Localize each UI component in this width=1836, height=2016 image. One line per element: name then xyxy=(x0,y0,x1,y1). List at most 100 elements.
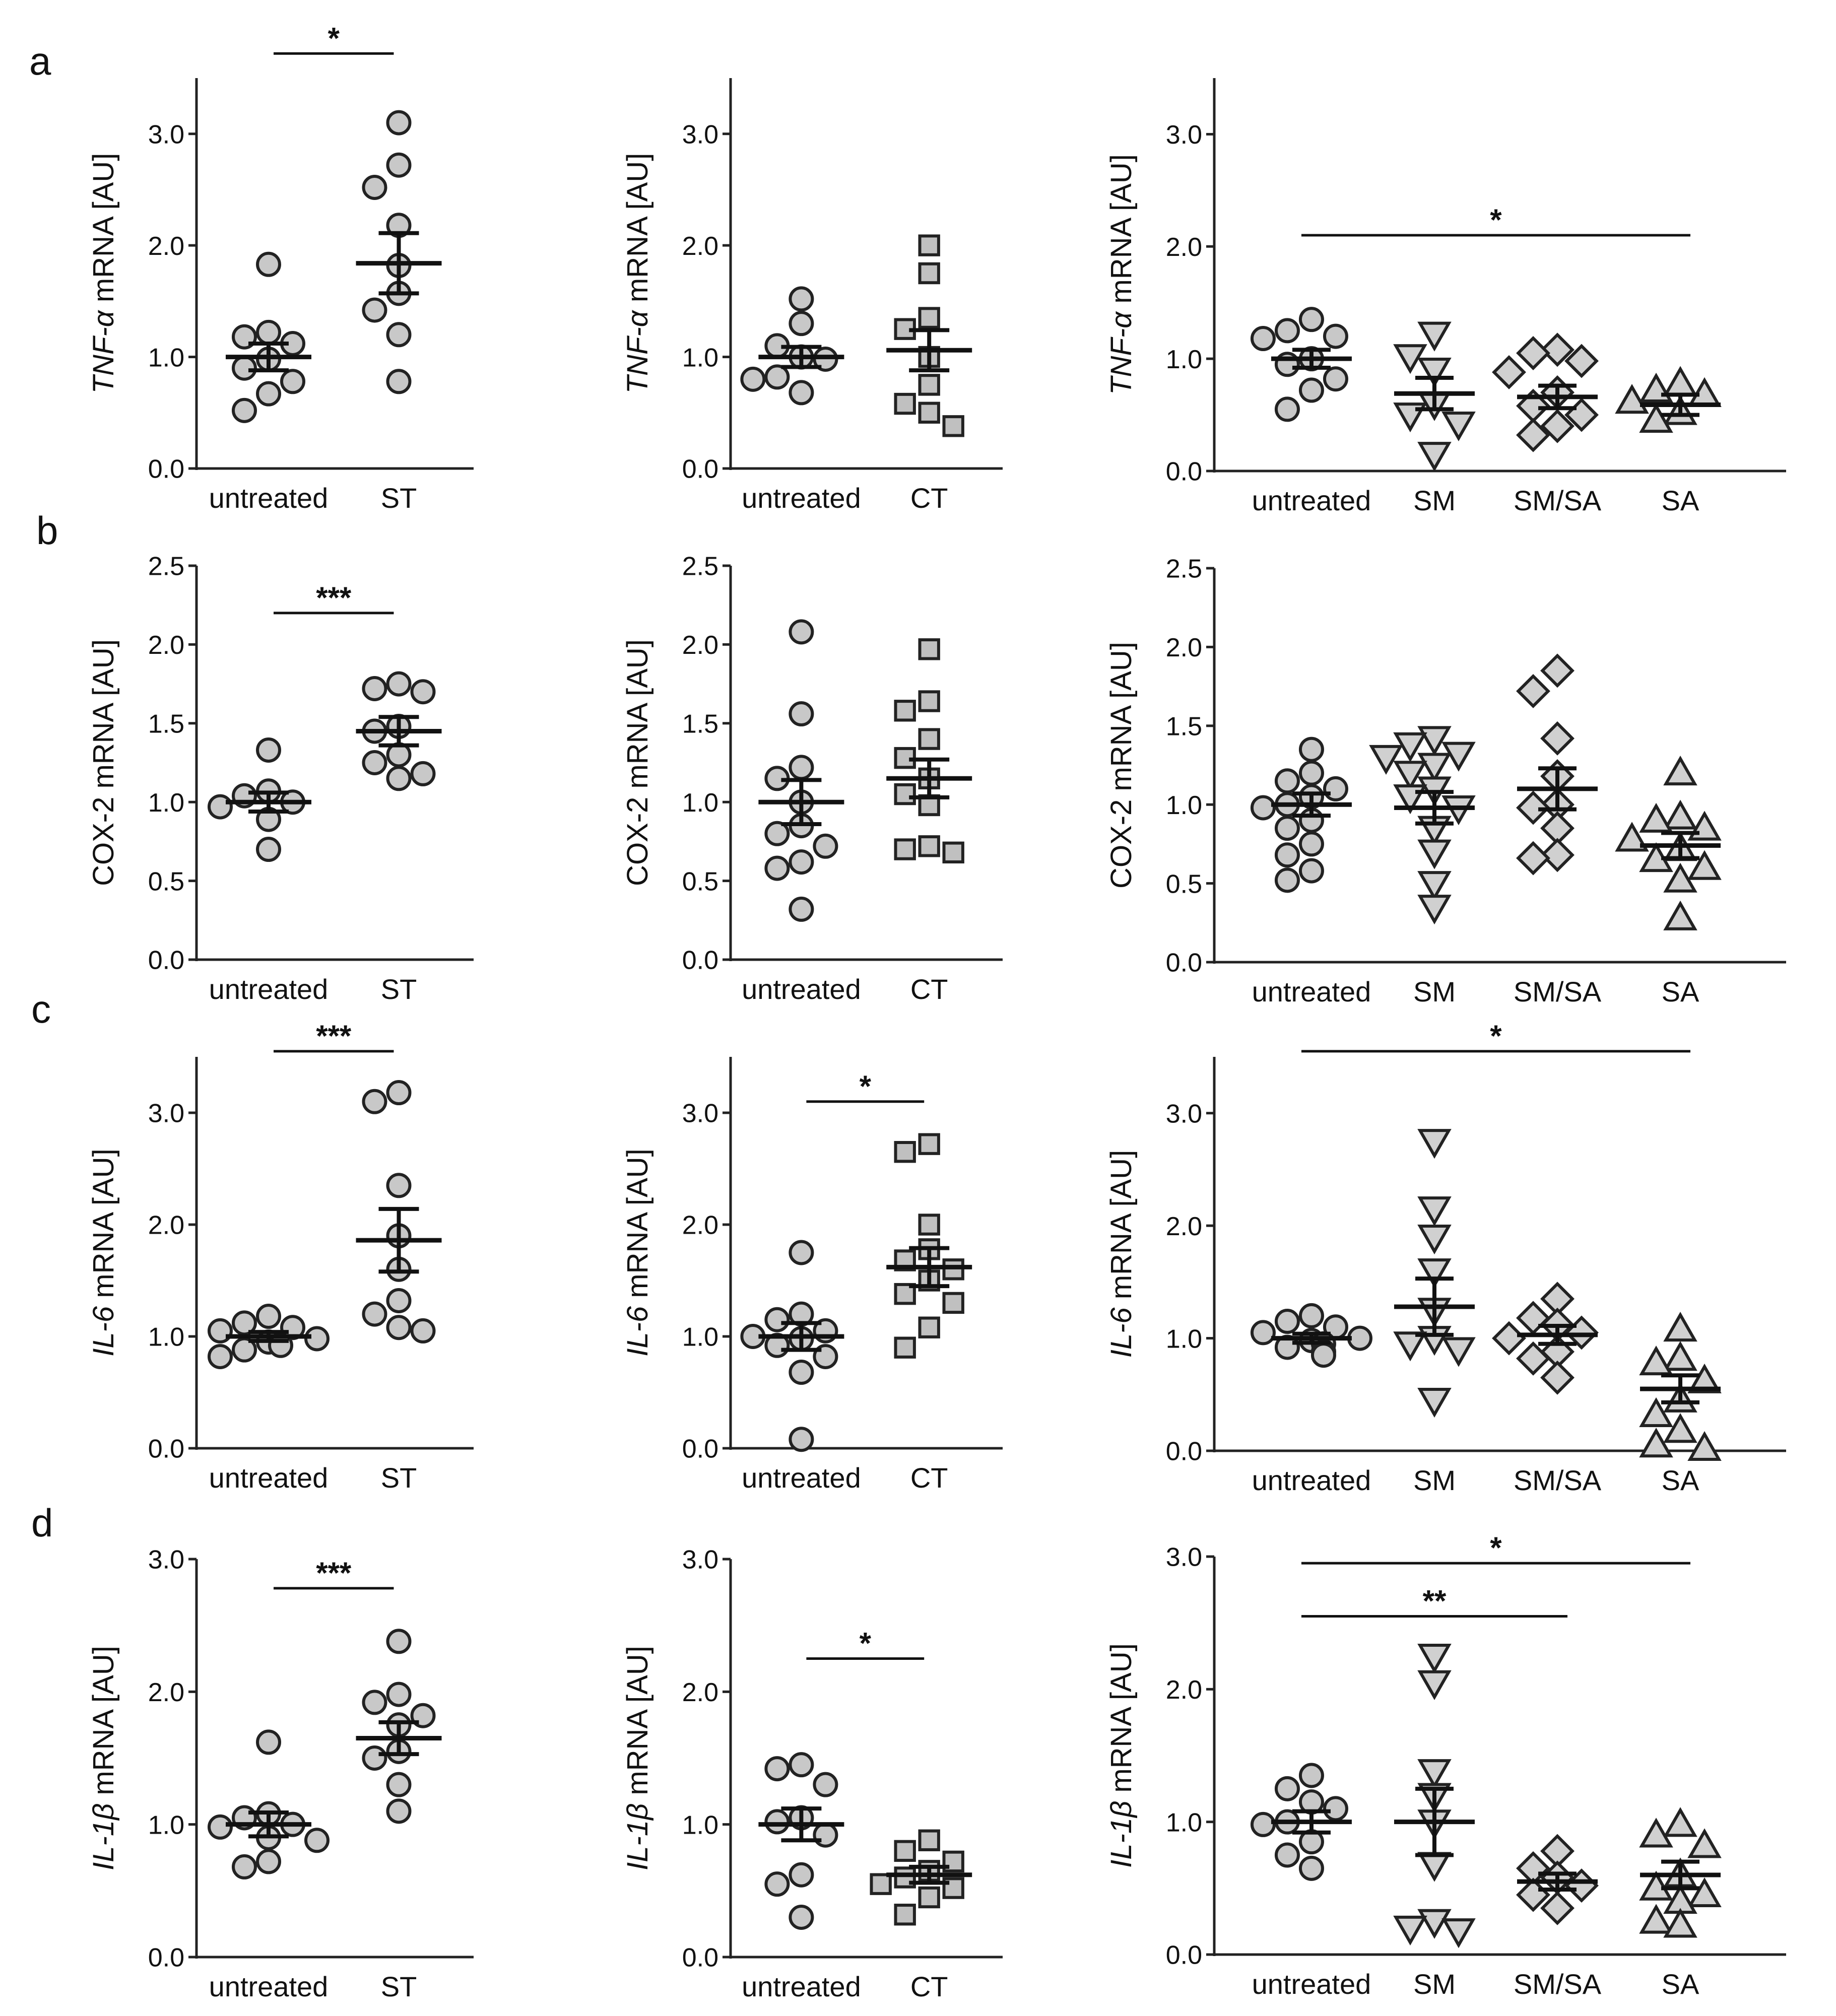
data-point xyxy=(362,297,387,323)
data-point xyxy=(386,110,412,136)
y-tick-label: 1.0 xyxy=(148,1323,184,1352)
data-point xyxy=(740,366,766,392)
data-group-untreated xyxy=(758,1752,844,1930)
y-axis-label-gene: IL-6 xyxy=(1105,1307,1138,1358)
x-tick-label: SM/SA xyxy=(1514,485,1602,516)
data-point xyxy=(1564,344,1599,378)
data-point xyxy=(386,1288,412,1313)
data-group-SM/SA xyxy=(1492,332,1599,452)
y-tick-label: 3.0 xyxy=(682,1545,718,1575)
chart-panel-a-1: 0.0 1.0 2.0 3.0 TNF-α mRNA [AU] untreated ST * xyxy=(87,21,474,514)
data-point xyxy=(1639,1818,1673,1848)
data-point xyxy=(1417,895,1452,925)
data-group-SM/SA xyxy=(1516,653,1598,876)
data-point xyxy=(894,1904,916,1926)
x-tick-label: ST xyxy=(381,973,417,1005)
data-point xyxy=(1540,838,1575,872)
data-point xyxy=(1639,1346,1673,1376)
data-group-untreated xyxy=(208,1304,330,1369)
x-tick-label: SM xyxy=(1413,976,1456,1007)
data-point xyxy=(1663,1807,1697,1837)
row-label-b: b xyxy=(36,508,58,553)
y-axis-label: IL-1β mRNA [AU] xyxy=(1105,1643,1138,1868)
data-point xyxy=(1417,442,1452,472)
data-point xyxy=(1417,1388,1452,1418)
data-point xyxy=(1492,355,1526,389)
data-point xyxy=(1663,862,1697,893)
y-axis-label: IL-6 mRNA [AU] xyxy=(1105,1150,1138,1358)
y-tick-label: 1.5 xyxy=(148,710,184,739)
data-group-ST xyxy=(356,671,442,791)
data-point xyxy=(1687,1877,1722,1907)
y-tick-label: 3.0 xyxy=(682,120,718,149)
data-point xyxy=(918,728,940,750)
x-tick-label: SA xyxy=(1662,976,1699,1007)
y-tick-label: 3.0 xyxy=(1166,1099,1202,1128)
data-point xyxy=(386,671,412,697)
data-point xyxy=(1417,871,1452,901)
y-tick-label: 2.0 xyxy=(148,1678,184,1707)
chart-panel-a-2: 0.0 1.0 2.0 3.0 TNF-α mRNA [AU] untreated CT xyxy=(621,78,1003,514)
data-point xyxy=(1323,323,1348,349)
data-group-CT xyxy=(886,638,972,863)
data-point xyxy=(256,737,281,763)
data-point xyxy=(918,234,940,256)
data-point xyxy=(232,355,257,381)
data-group-SA xyxy=(1615,755,1722,930)
significance-label: * xyxy=(1490,1531,1502,1565)
data-point xyxy=(362,175,387,200)
y-axis-label: IL-6 mRNA [AU] xyxy=(87,1149,120,1357)
data-point xyxy=(894,1840,916,1862)
y-axis-label-unit: mRNA [AU] xyxy=(621,1646,654,1803)
data-group-ST xyxy=(356,1629,442,1824)
y-tick-label: 3.0 xyxy=(1166,1543,1202,1572)
data-point xyxy=(789,849,814,875)
data-point xyxy=(1393,1915,1427,1945)
data-point xyxy=(1298,760,1324,786)
x-tick-label: untreated xyxy=(742,482,861,514)
data-point xyxy=(386,369,412,394)
y-tick-label: 1.0 xyxy=(682,788,718,818)
data-point xyxy=(813,833,838,859)
y-axis-label: TNF-α mRNA [AU] xyxy=(87,153,120,394)
data-point xyxy=(789,311,814,337)
y-tick-label: 2.5 xyxy=(682,552,718,581)
y-tick-label: 2.0 xyxy=(1166,1212,1202,1241)
data-point xyxy=(386,1629,412,1654)
y-tick-label: 2.0 xyxy=(682,631,718,660)
y-tick-label: 0.0 xyxy=(682,455,718,484)
y-tick-label: 0.0 xyxy=(148,455,184,484)
data-point xyxy=(1516,841,1550,876)
data-group-untreated xyxy=(1250,736,1352,893)
data-point xyxy=(1639,372,1673,402)
data-point xyxy=(1250,326,1276,352)
y-tick-label: 2.0 xyxy=(148,1211,184,1240)
data-point xyxy=(1298,377,1324,403)
data-point xyxy=(1417,1644,1452,1674)
data-group-CT xyxy=(886,234,972,437)
data-point xyxy=(1417,321,1452,352)
data-point xyxy=(789,1360,814,1385)
y-axis-label-gene: IL-6 xyxy=(621,1306,654,1357)
chart-panel-d-3: 0.0 1.0 2.0 3.0 IL-1β mRNA [AU] untreated SM SM… xyxy=(1105,1531,1786,2000)
data-point xyxy=(1274,768,1300,794)
data-point xyxy=(1274,1776,1300,1801)
data-point xyxy=(918,374,940,396)
y-axis-label: TNF-α mRNA [AU] xyxy=(621,153,654,394)
data-point xyxy=(386,1798,412,1824)
data-point xyxy=(1417,1670,1452,1700)
data-point xyxy=(1663,799,1697,830)
y-axis-label: TNF-α mRNA [AU] xyxy=(1105,154,1138,395)
y-axis-label-unit: mRNA [AU] xyxy=(1105,1643,1138,1801)
y-axis-label-gene: IL-6 xyxy=(87,1306,120,1357)
data-group-SM xyxy=(1393,1129,1476,1418)
y-axis-label: IL-1β mRNA [AU] xyxy=(621,1646,654,1870)
y-tick-label: 3.0 xyxy=(148,1545,184,1575)
data-point xyxy=(764,821,790,846)
significance-label: * xyxy=(860,1069,872,1103)
significance-label: * xyxy=(860,1627,872,1660)
data-point xyxy=(256,837,281,862)
y-axis-label-unit: COX-2 mRNA [AU] xyxy=(621,639,654,886)
y-tick-label: 1.0 xyxy=(1166,1324,1202,1354)
